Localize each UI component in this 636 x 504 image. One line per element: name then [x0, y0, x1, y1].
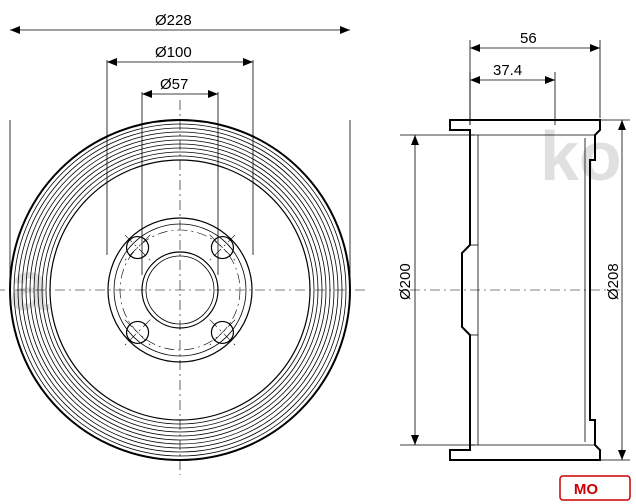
watermark-ko: ko: [540, 117, 622, 195]
svg-text:MO: MO: [574, 481, 598, 498]
dim-w56: 56: [470, 30, 600, 125]
svg-text:56: 56: [520, 30, 537, 47]
svg-text:Ø57: Ø57: [160, 76, 188, 93]
front-view: Ø228 Ø100 Ø57: [0, 12, 365, 475]
svg-text:Ø200: Ø200: [397, 263, 414, 300]
svg-text:37.4: 37.4: [493, 62, 522, 79]
svg-text:Ø208: Ø208: [605, 263, 622, 300]
side-view: 56 37.4 Ø200 Ø208: [397, 30, 630, 460]
svg-text:Ø228: Ø228: [155, 12, 192, 29]
brand-box: MO: [560, 476, 630, 500]
svg-text:Ø100: Ø100: [155, 44, 192, 61]
dim-w37-4: 37.4: [470, 62, 555, 125]
